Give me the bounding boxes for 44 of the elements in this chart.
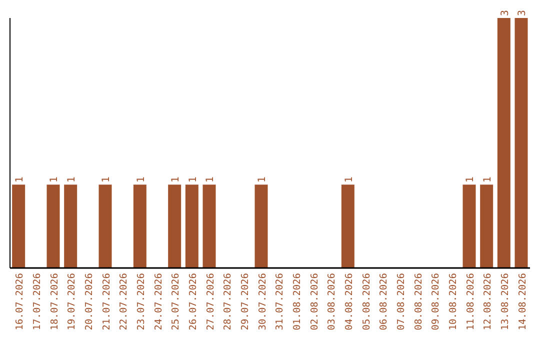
x-tick-label: 30.07.2026 (257, 272, 268, 330)
data-label: 1 (14, 176, 26, 183)
x-tick-label: 14.08.2026 (517, 272, 528, 330)
data-label: 1 (344, 176, 355, 183)
x-tick-label: 17.07.2026 (32, 272, 43, 330)
x-tick-label: 18.07.2026 (49, 272, 60, 330)
x-tick-label: 03.08.2026 (326, 272, 338, 330)
x-tick-label: 11.08.2026 (465, 272, 476, 330)
data-label: 3 (500, 10, 511, 16)
data-label: 1 (188, 176, 199, 183)
x-tick-label: 08.08.2026 (413, 272, 424, 330)
x-tick-label: 22.07.2026 (118, 272, 130, 330)
x-tick-label: 28.07.2026 (222, 272, 234, 330)
data-label: 1 (257, 176, 268, 183)
x-tick-label: 25.07.2026 (170, 272, 182, 330)
x-tick-label: 06.08.2026 (378, 272, 390, 330)
x-tick-label: 27.07.2026 (205, 272, 216, 330)
x-tick-label: 01.08.2026 (292, 272, 303, 330)
x-tick-label: 13.08.2026 (500, 272, 511, 330)
x-tick-label: 20.07.2026 (84, 272, 95, 330)
x-tick-label: 09.08.2026 (430, 272, 442, 330)
data-label: 1 (170, 176, 182, 183)
data-label: 1 (136, 176, 147, 183)
x-tick-label: 16.07.2026 (14, 272, 26, 330)
x-tick-label: 19.07.2026 (66, 272, 78, 330)
data-label: 1 (205, 176, 216, 183)
x-tick-label: 10.08.2026 (448, 272, 459, 330)
data-label: 1 (66, 176, 78, 183)
x-tick-label: 21.07.2026 (101, 272, 112, 330)
x-tick-label: 24.07.2026 (153, 272, 164, 330)
data-label: 1 (49, 176, 60, 183)
x-tick-label: 23.07.2026 (136, 272, 147, 330)
data-label: 1 (465, 176, 476, 183)
data-label: 3 (517, 10, 528, 16)
data-label: 1 (101, 176, 112, 183)
x-tick-label: 02.08.2026 (309, 272, 320, 330)
x-tick-label: 04.08.2026 (344, 272, 355, 330)
x-tick-label: 05.08.2026 (361, 272, 372, 330)
x-tick-label: 31.07.2026 (274, 272, 286, 330)
x-tick-label: 12.08.2026 (482, 272, 494, 330)
data-label: 1 (482, 176, 494, 183)
x-tick-label: 07.08.2026 (396, 272, 407, 330)
x-tick-label: 26.07.2026 (188, 272, 199, 330)
x-tick-label: 29.07.2026 (240, 272, 251, 330)
